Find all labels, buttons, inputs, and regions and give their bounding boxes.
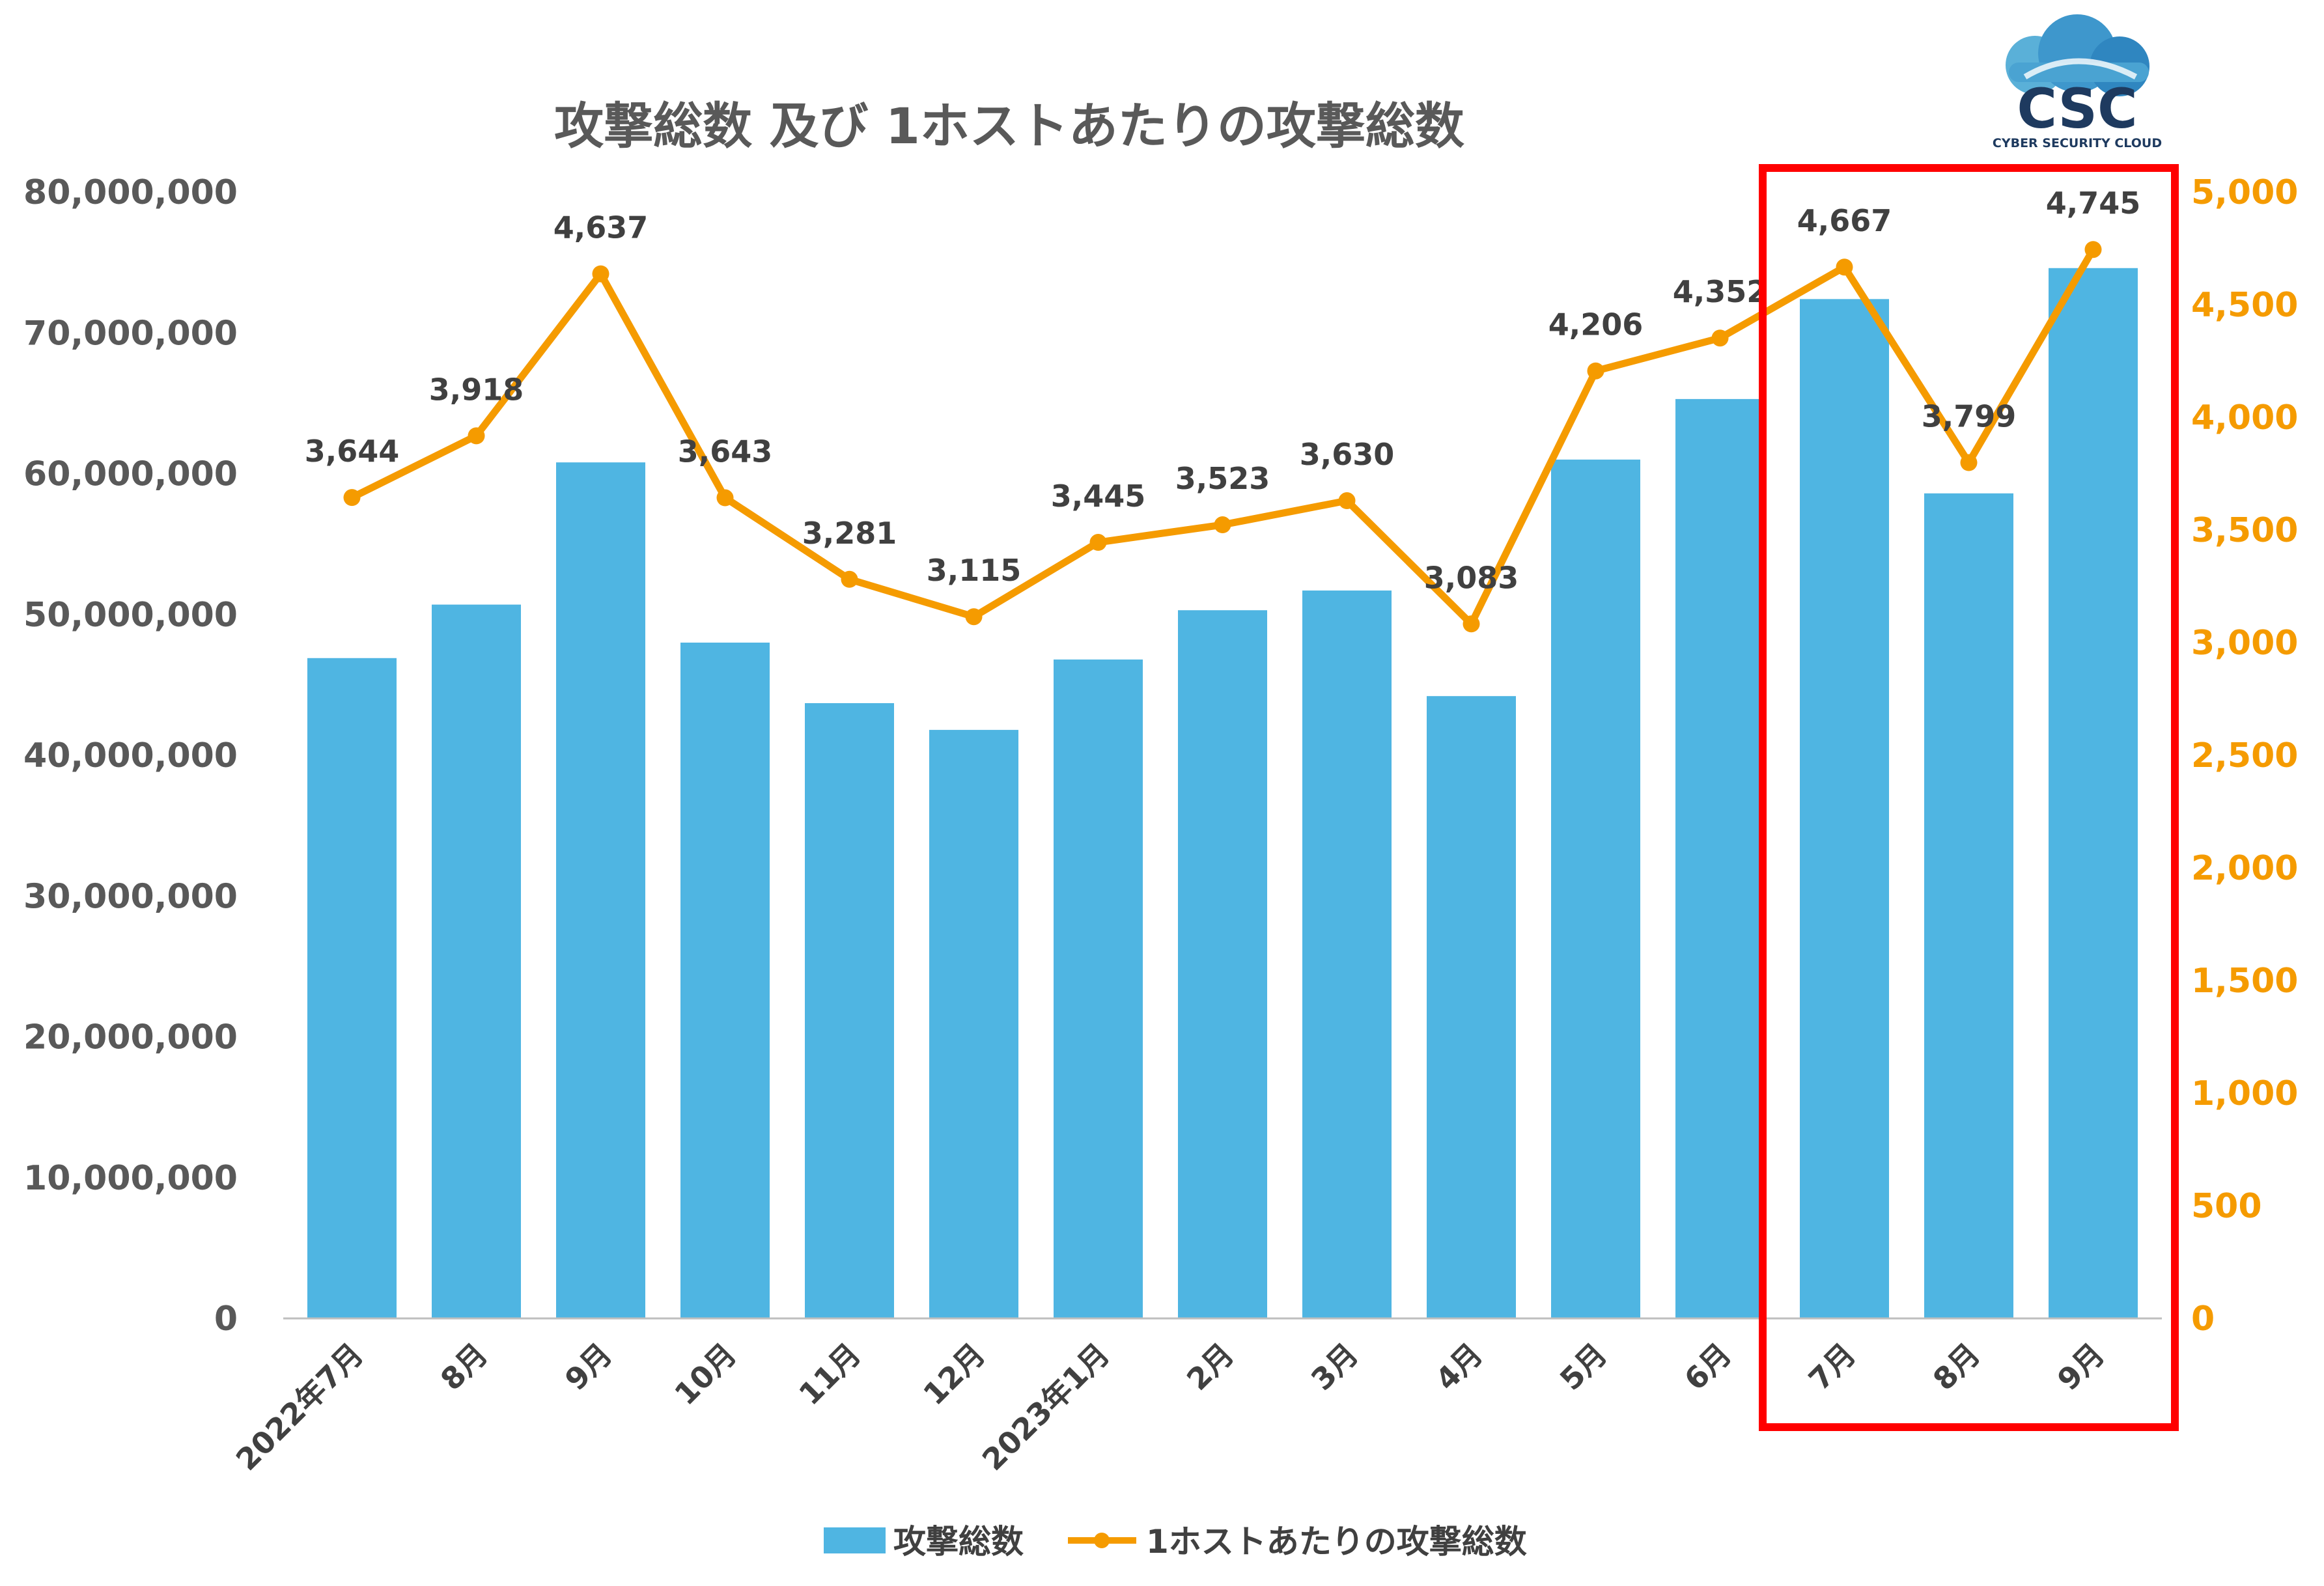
data-label: 3,281 bbox=[802, 516, 897, 551]
line-point bbox=[468, 427, 485, 445]
y-left-tick-label: 70,000,000 bbox=[23, 314, 238, 353]
legend-swatch-marker bbox=[1094, 1533, 1110, 1548]
x-tick-label: 5月 bbox=[1553, 1337, 1614, 1397]
cloud-icon bbox=[2006, 14, 2149, 96]
x-tick-label: 6月 bbox=[1677, 1337, 1738, 1397]
bar bbox=[1427, 696, 1516, 1318]
y-left-tick-label: 0 bbox=[214, 1300, 238, 1339]
bar-series bbox=[307, 268, 2138, 1319]
bar bbox=[1178, 610, 1267, 1319]
line-point bbox=[592, 265, 609, 283]
x-tick-label: 4月 bbox=[1429, 1337, 1489, 1397]
y-axis-left: 0 10,000,000 20,000,000 30,000,000 40,000,00… bbox=[23, 173, 238, 1339]
y-right-tick-label: 500 bbox=[2191, 1187, 2262, 1226]
data-label: 3,083 bbox=[1424, 560, 1519, 595]
bar bbox=[2049, 268, 2138, 1318]
legend-label-bar: 攻撃総数 bbox=[893, 1523, 1024, 1561]
bar bbox=[307, 658, 397, 1318]
bar bbox=[1675, 398, 1765, 1319]
y-left-tick-label: 10,000,000 bbox=[23, 1159, 238, 1198]
data-label: 4,206 bbox=[1548, 307, 1644, 342]
data-label: 3,643 bbox=[678, 434, 773, 469]
x-tick-label: 8月 bbox=[1926, 1337, 1987, 1397]
y-right-tick-label: 0 bbox=[2191, 1300, 2215, 1339]
x-tick-label: 9月 bbox=[558, 1337, 619, 1397]
bar bbox=[432, 604, 521, 1318]
x-tick-label: 3月 bbox=[1304, 1337, 1365, 1397]
data-label: 3,644 bbox=[305, 434, 400, 469]
bar bbox=[1924, 493, 2013, 1318]
y-right-tick-label: 3,500 bbox=[2191, 511, 2298, 550]
x-tick-label: 8月 bbox=[434, 1337, 494, 1397]
x-tick-label: 2月 bbox=[1180, 1337, 1240, 1397]
bar bbox=[805, 703, 894, 1318]
y-right-tick-label: 1,500 bbox=[2191, 962, 2298, 1001]
bar bbox=[929, 730, 1018, 1318]
line-point bbox=[1836, 258, 1853, 276]
line-point bbox=[965, 608, 983, 626]
y-left-tick-label: 50,000,000 bbox=[23, 596, 238, 635]
legend-label-line: 1ホストあたりの攻撃総数 bbox=[1146, 1523, 1527, 1561]
line-point bbox=[1089, 534, 1107, 551]
y-right-tick-label: 2,500 bbox=[2191, 736, 2298, 775]
data-label: 3,918 bbox=[429, 372, 524, 407]
y-right-tick-label: 4,000 bbox=[2191, 398, 2298, 438]
legend-swatch-bar bbox=[824, 1527, 886, 1553]
data-label: 4,637 bbox=[553, 210, 649, 245]
data-label: 3,630 bbox=[1300, 437, 1395, 472]
logo-text: CSC bbox=[2017, 77, 2137, 141]
x-tick-label: 10月 bbox=[667, 1337, 743, 1412]
x-tick-label: 11月 bbox=[792, 1337, 867, 1412]
legend: 攻撃総数 1ホストあたりの攻撃総数 bbox=[824, 1523, 1527, 1561]
y-left-tick-label: 40,000,000 bbox=[23, 736, 238, 775]
line-series bbox=[343, 241, 2102, 633]
line-point bbox=[841, 570, 858, 588]
data-label: 3,799 bbox=[1922, 399, 2017, 434]
bar bbox=[1551, 459, 1640, 1318]
bar bbox=[1302, 590, 1392, 1318]
y-left-tick-label: 60,000,000 bbox=[23, 455, 238, 494]
data-label: 3,115 bbox=[927, 553, 1022, 588]
line-point bbox=[1214, 516, 1231, 534]
x-tick-label: 2023年1月 bbox=[975, 1337, 1116, 1477]
y-left-tick-label: 20,000,000 bbox=[23, 1018, 238, 1057]
data-label: 4,352 bbox=[1673, 274, 1768, 309]
line-point bbox=[1463, 615, 1480, 633]
y-left-tick-label: 30,000,000 bbox=[23, 877, 238, 916]
data-label: 4,667 bbox=[1797, 203, 1892, 238]
y-right-tick-label: 1,000 bbox=[2191, 1074, 2298, 1113]
bar bbox=[556, 462, 645, 1319]
highlight-box bbox=[1759, 164, 2179, 1431]
y-right-tick-label: 5,000 bbox=[2191, 173, 2298, 212]
line-point bbox=[1338, 492, 1356, 510]
y-right-tick-label: 4,500 bbox=[2191, 286, 2298, 325]
line-point bbox=[1711, 329, 1729, 347]
line-point bbox=[1960, 454, 1978, 471]
line-point bbox=[2084, 241, 2102, 258]
x-tick-label: 12月 bbox=[916, 1337, 992, 1412]
line-point bbox=[343, 489, 361, 507]
data-label: 3,445 bbox=[1051, 479, 1146, 514]
bar bbox=[680, 643, 770, 1318]
data-label: 3,523 bbox=[1175, 461, 1270, 496]
line-point bbox=[716, 489, 734, 507]
data-label: 4,745 bbox=[2046, 186, 2141, 221]
bar bbox=[1800, 299, 1889, 1319]
x-tick-label: 7月 bbox=[1802, 1337, 1862, 1397]
bar bbox=[1054, 659, 1143, 1318]
x-tick-label: 2022年7月 bbox=[229, 1337, 370, 1477]
logo: CSC CYBER SECURITY CLOUD bbox=[1993, 14, 2162, 150]
x-tick-label: 9月 bbox=[2051, 1337, 2111, 1397]
logo-subtitle: CYBER SECURITY CLOUD bbox=[1993, 136, 2162, 150]
chart-title: 攻撃総数 及び 1ホストあたりの攻撃総数 bbox=[554, 97, 1464, 155]
y-axis-right: 0 500 1,000 1,500 2,000 2,500 3,000 3,500 4,000 4… bbox=[2191, 173, 2298, 1339]
y-right-tick-label: 2,000 bbox=[2191, 849, 2298, 888]
line-point bbox=[1587, 362, 1604, 380]
y-left-tick-label: 80,000,000 bbox=[23, 173, 238, 212]
y-right-tick-label: 3,000 bbox=[2191, 624, 2298, 663]
data-labels: 3,644 3,918 4,637 3,643 3,281 3,115 3,445 3,523… bbox=[305, 186, 2141, 595]
